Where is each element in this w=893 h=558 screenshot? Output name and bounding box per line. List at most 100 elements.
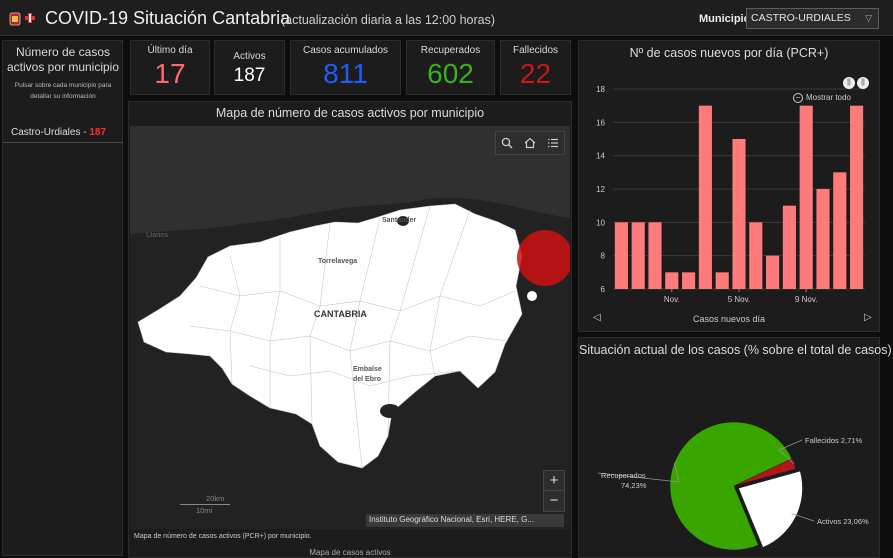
map-panel: Mapa de número de casos activos por muni…	[128, 101, 572, 558]
stat-label: Casos acumulados	[302, 45, 389, 56]
municipio-select-value: CASTRO-URDIALES	[751, 12, 851, 24]
map-title: Mapa de número de casos activos por muni…	[215, 106, 485, 120]
castro-coast	[527, 291, 537, 301]
chevron-down-icon: ▽	[865, 13, 872, 23]
page-subtitle: (actualización diaria a las 12:00 horas)	[281, 13, 496, 27]
bar	[833, 172, 847, 289]
scale-line	[180, 504, 230, 505]
map-svg	[130, 126, 570, 529]
bar	[648, 222, 662, 289]
embalse-shape	[380, 404, 400, 418]
bar	[816, 189, 830, 289]
bar	[698, 105, 712, 289]
pie-slice-activos	[738, 470, 803, 548]
pie-label: Fallecidos 2,71%	[805, 436, 862, 445]
map-nav-label: Mapa de casos activos	[309, 548, 391, 557]
x-tick-label: 5 Nov.	[728, 295, 751, 304]
chevron-right-icon[interactable]: ▷	[864, 312, 872, 323]
stat-value: 602	[427, 58, 474, 89]
y-tick-label: 14	[596, 152, 605, 161]
bar-chart-panel: Nº de casos nuevos por día (PCR+) 6 8 10 12…	[578, 40, 880, 332]
legend-list-icon[interactable]	[541, 132, 564, 154]
zoom-in-button[interactable]: +	[544, 471, 564, 491]
bar-chart-svg: 6 8 10 12 14 16 18 Nov. 5 Nov. 9 Nov.	[596, 85, 865, 304]
chevron-left-icon[interactable]: ◁	[593, 312, 601, 323]
map-label-embalse: Embalse del Ebro	[353, 366, 382, 383]
bar	[850, 105, 864, 289]
list-item-name: Castro-Urdiales	[11, 127, 81, 138]
bar	[631, 222, 645, 289]
municipio-borders	[189, 205, 516, 469]
map-nav: Mapa de casos activos	[129, 548, 571, 557]
municipio-select[interactable]: CASTRO-URDIALES ▽	[746, 8, 879, 29]
map-canvas[interactable]: Llanes Santander Torrelavega CANTABRIA E…	[130, 126, 570, 529]
y-tick-label: 8	[601, 252, 606, 261]
municipio-list-panel: Número de casos activos por municipio Pu…	[2, 40, 123, 556]
map-attribution[interactable]: Instituto Geográfico Nacional, Esri, HER…	[366, 514, 564, 527]
pie-chart-panel: Situación actual de los casos (% sobre e…	[578, 337, 892, 558]
bar	[766, 255, 780, 289]
bar	[782, 205, 796, 289]
y-tick-label: 10	[596, 218, 605, 227]
page-title: COVID-19 Situación Cantabria	[45, 8, 291, 28]
scroll-handle-icon: ||	[843, 77, 855, 89]
stat-recuperados: Recuperados 602	[406, 40, 495, 95]
x-tick-label: 9 Nov.	[795, 295, 818, 304]
bar	[665, 272, 679, 289]
map-label-torrelavega: Torrelavega	[318, 258, 358, 265]
stat-value: 22	[519, 58, 552, 89]
bar	[715, 272, 729, 289]
bar	[799, 105, 813, 289]
search-icon[interactable]	[496, 132, 519, 154]
chart-footer: Casos nuevos día	[692, 314, 766, 324]
y-tick-label: 16	[596, 118, 605, 127]
show-all-button[interactable]: − Mostrar todo	[793, 93, 851, 103]
bar	[732, 139, 746, 289]
castro-urdiales-marker[interactable]	[517, 230, 570, 286]
map-caption: Mapa de número de casos activos (PCR+) p…	[134, 533, 312, 540]
municipio-list-hint: Pulsar sobre cada municipio para detalla…	[14, 82, 112, 100]
stat-label: Recuperados	[420, 45, 481, 56]
pie-leader-line	[778, 439, 803, 465]
scale-mi-label: 10mi	[196, 506, 213, 515]
scale-km-label: 20km	[206, 494, 225, 503]
home-icon[interactable]	[519, 132, 542, 154]
stat-value: 187	[233, 65, 266, 86]
chart-title: Situación actual de los casos (% sobre e…	[579, 343, 892, 357]
pie-leader-line	[597, 462, 680, 483]
list-item[interactable]: Castro-Urdiales - 187	[3, 124, 123, 143]
pie-label: Recuperados	[601, 471, 646, 480]
stat-value: 811	[323, 58, 368, 89]
bar	[749, 222, 763, 289]
health-cross-icon	[25, 13, 35, 23]
stat-label: Activos	[233, 51, 266, 62]
municipio-list-title: Número de casos activos por municipio	[6, 45, 120, 74]
cantabria-flag-icon	[9, 12, 21, 26]
bar	[682, 272, 696, 289]
stat-fallecidos: Fallecidos 22	[500, 40, 571, 95]
bahia-santander	[397, 216, 409, 226]
map-label-cantabria: CANTABRIA	[314, 309, 367, 319]
pie-value-label: 74,23%	[621, 481, 647, 490]
bar	[614, 222, 628, 289]
scroll-handle-icon: ||	[857, 77, 869, 89]
map-label-llanes: Llanes	[146, 232, 169, 239]
map-toolbar	[495, 131, 565, 155]
pie-leader-line	[791, 513, 815, 522]
chart-scroll-handles[interactable]: || ||	[843, 77, 871, 90]
chart-title: Nº de casos nuevos por día (PCR+)	[629, 46, 829, 60]
stat-label: Fallecidos	[512, 45, 559, 56]
show-all-label: Mostrar todo	[806, 93, 851, 102]
list-item-value: 187	[89, 127, 107, 138]
map-label-santander: Santander	[382, 217, 417, 224]
stat-acumulados: Casos acumulados 811	[290, 40, 401, 95]
y-tick-label: 18	[596, 85, 605, 94]
y-tick-label: 6	[601, 285, 606, 294]
zoom-out-button[interactable]: −	[549, 492, 559, 509]
stat-ultimo-dia: Último día 17	[130, 40, 210, 95]
x-tick-label: Nov.	[664, 295, 680, 304]
list-item-separator: -	[80, 127, 90, 138]
pie-label: Activos 23,06%	[817, 517, 869, 526]
zoom-control: + −	[543, 470, 565, 512]
stat-label: Último día	[147, 45, 193, 56]
